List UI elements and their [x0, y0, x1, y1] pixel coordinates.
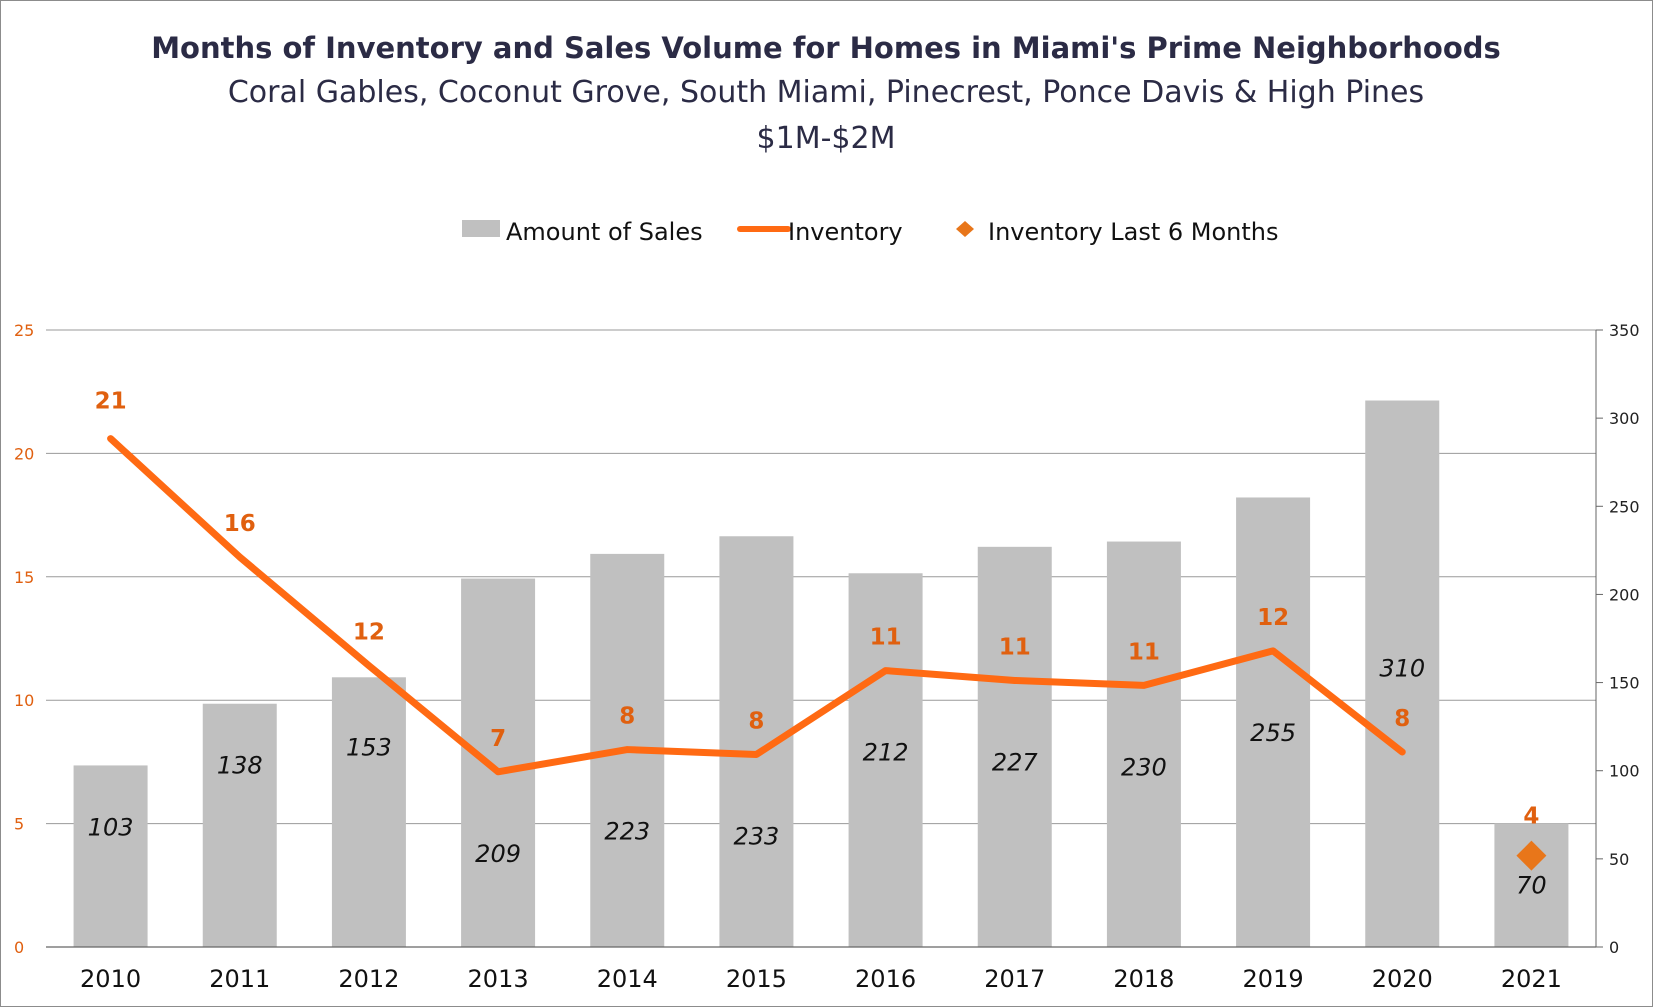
bar: [331, 677, 406, 947]
inventory-point: [1142, 684, 1145, 687]
x-tick-label: 2017: [984, 965, 1045, 993]
bar-value-label: 255: [1250, 719, 1296, 747]
legend-swatch-sales: [462, 220, 500, 237]
x-tick-label: 2020: [1372, 965, 1433, 993]
y-left-tick-label: 15: [14, 568, 34, 587]
inventory-point: [1272, 649, 1275, 652]
y-right-tick-label: 200: [1609, 585, 1640, 604]
x-tick-label: 2015: [726, 965, 787, 993]
bar: [977, 546, 1052, 947]
x-tick-label: 2016: [855, 965, 916, 993]
inventory-value-label: 21: [95, 389, 127, 415]
bars-group: [73, 400, 1569, 947]
y-right-tick-label: 250: [1609, 497, 1640, 516]
bar-value-label: 227: [992, 748, 1039, 776]
legend-label-last6: Inventory Last 6 Months: [988, 218, 1279, 246]
inventory-point: [109, 437, 112, 440]
inventory-value-label: 8: [1394, 706, 1410, 732]
bar: [1365, 400, 1440, 947]
inventory-point: [238, 556, 241, 559]
y-right-tick-label: 100: [1609, 762, 1640, 781]
x-tick-label: 2019: [1243, 965, 1304, 993]
inventory-last6-label: 4: [1523, 804, 1539, 830]
bar-value-label: 310: [1379, 655, 1425, 683]
inventory-value-label: 11: [999, 634, 1031, 660]
bar-value-label: 212: [863, 739, 909, 767]
inventory-value-label: 8: [748, 708, 764, 734]
y-right-tick-label: 150: [1609, 674, 1640, 693]
y-left-tick-label: 25: [14, 321, 34, 340]
x-tick-label: 2014: [597, 965, 658, 993]
gridlines: [46, 329, 1596, 825]
x-tick-label: 2010: [80, 965, 141, 993]
bar: [1106, 541, 1181, 947]
bar-value-label: 138: [217, 752, 263, 780]
legend-label-sales: Amount of Sales: [506, 218, 703, 246]
bar: [1236, 497, 1311, 947]
inventory-value-label: 8: [619, 704, 635, 730]
x-tick-label: 2012: [338, 965, 399, 993]
y-left-tick-label: 10: [14, 691, 34, 710]
inventory-point: [884, 669, 887, 672]
y-right-tick-label: 350: [1609, 321, 1640, 340]
inventory-point: [755, 753, 758, 756]
bar-value-label: 153: [346, 734, 392, 762]
inventory-value-label: 11: [1128, 639, 1160, 665]
y-right-tick-label: 0: [1609, 938, 1619, 957]
inventory-value-label: 12: [1257, 605, 1289, 631]
bar-value-label: 223: [604, 818, 650, 846]
inventory-value-label: 11: [870, 625, 902, 651]
legend-label-inventory: Inventory: [788, 218, 903, 246]
x-tick-label: 2013: [468, 965, 529, 993]
y-left-tick-label: 0: [14, 938, 24, 957]
inventory-last6-marker: [1516, 840, 1547, 871]
x-tick-label: 2018: [1113, 965, 1174, 993]
chart-title: Months of Inventory and Sales Volume for…: [151, 31, 1501, 65]
y-left-tick-label: 20: [14, 444, 34, 463]
inventory-point: [1013, 679, 1016, 682]
bar: [848, 573, 923, 947]
x-tick-label: 2021: [1501, 965, 1562, 993]
bar: [202, 703, 277, 947]
y-right-tick-label: 300: [1609, 409, 1640, 428]
inventory-point: [497, 770, 500, 773]
legend: Amount of Sales Inventory Inventory Last…: [462, 218, 1279, 246]
inventory-value-label: 12: [353, 620, 385, 646]
inventory-point: [626, 748, 629, 751]
bar: [73, 765, 148, 947]
inventory-line-group: [107, 435, 1547, 871]
bar-value-label: 70: [1516, 872, 1547, 900]
bar-value-label: 209: [475, 840, 521, 868]
chart-subtitle: Coral Gables, Coconut Grove, South Miami…: [228, 75, 1424, 110]
bar-value-label: 230: [1121, 753, 1167, 781]
legend-swatch-last6: [956, 221, 974, 237]
bar-value-label: 103: [88, 813, 134, 841]
inventory-point: [367, 664, 370, 667]
x-tick-label: 2011: [209, 965, 270, 993]
inventory-value-label: 7: [490, 726, 506, 752]
bar: [461, 578, 536, 947]
inventory-value-label: 16: [224, 511, 256, 537]
inventory-point: [1401, 751, 1404, 754]
bar-value-label: 233: [734, 822, 780, 850]
chart-price-range: $1M-$2M: [757, 121, 896, 156]
y-right-tick-label: 50: [1609, 850, 1629, 869]
labels-group: 103 138 153 209 223 233 212 227 230 255 310 70 21 16 1…: [88, 389, 1547, 900]
y-left-tick-label: 5: [14, 815, 24, 834]
